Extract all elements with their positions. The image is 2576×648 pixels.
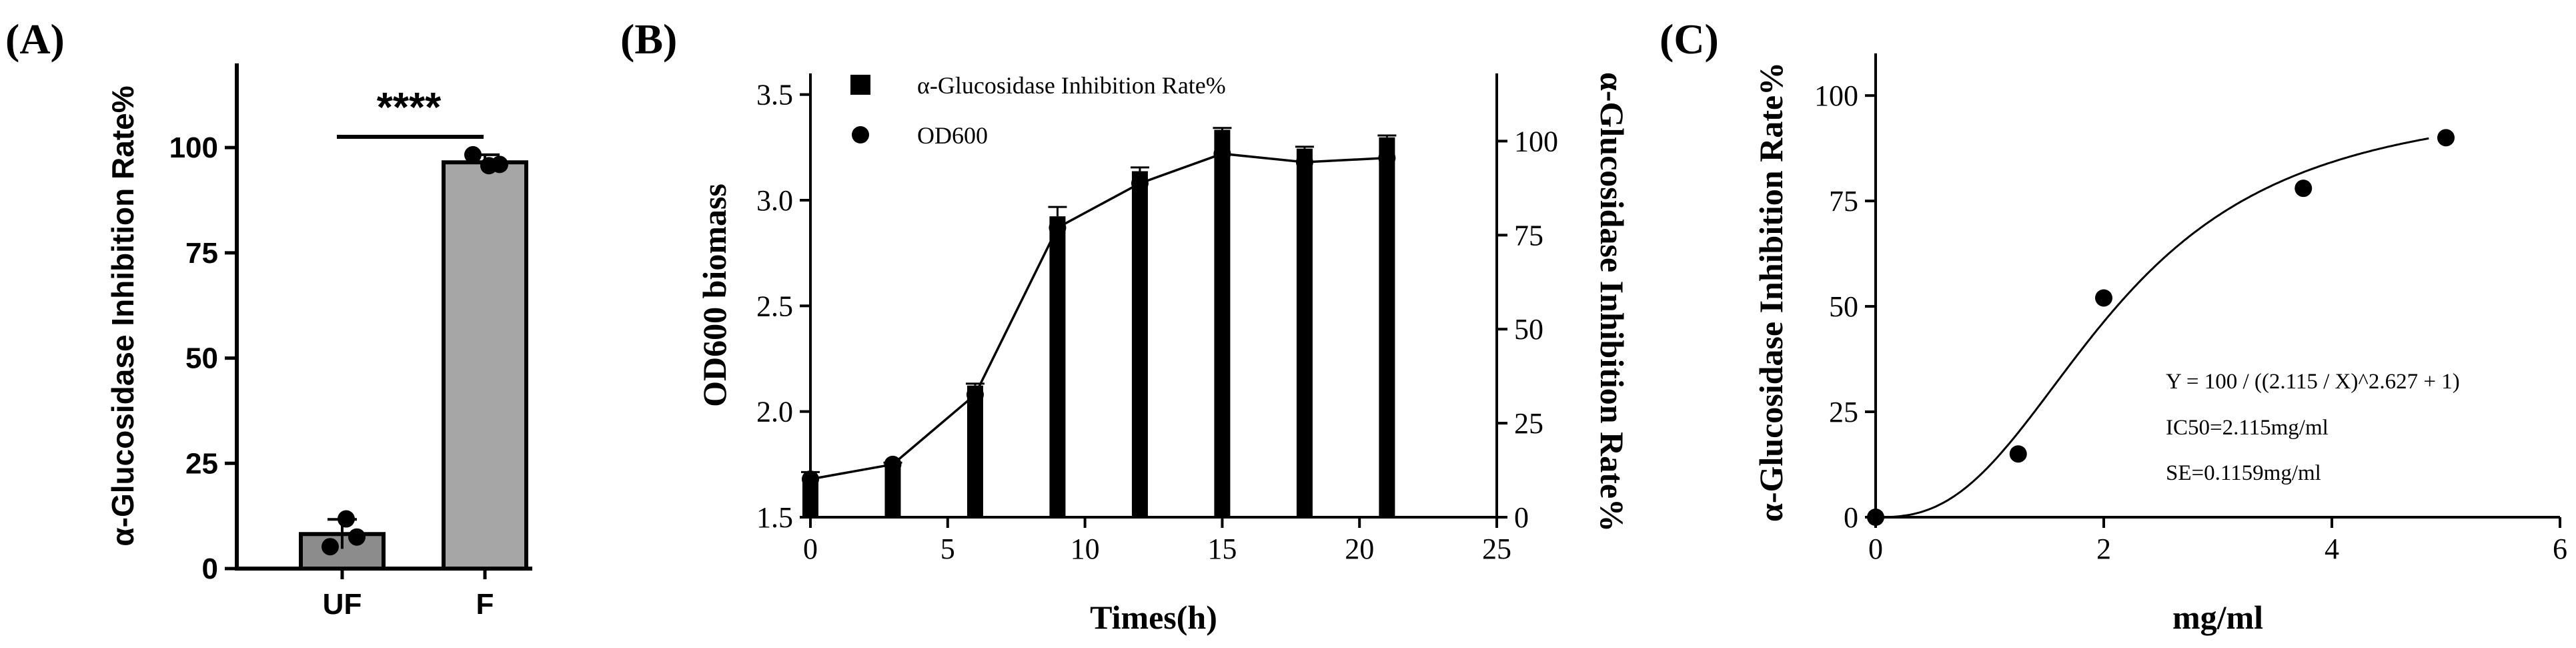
x-tick-label: UF <box>323 588 362 621</box>
legend-circle-marker <box>852 126 869 143</box>
od600-point <box>1131 174 1149 192</box>
panel-b-left-axis-title: OD600 biomass <box>696 184 733 407</box>
right-tick-label: 50 <box>1514 313 1543 346</box>
inhibition-bar <box>1049 216 1066 517</box>
annotation-line: IC50=2.115mg/ml <box>2166 416 2329 440</box>
panel-a-y-axis-title: α-Glucosidase Inhibition Rate% <box>105 85 140 546</box>
left-tick-label: 3.0 <box>756 184 793 217</box>
panel-b-axes <box>809 73 1498 519</box>
panel-b-legend: α-Glucosidase Inhibition Rate% OD600 <box>850 72 1226 149</box>
od600-point <box>1049 219 1067 237</box>
data-point <box>2295 180 2313 198</box>
annotation-line: Y = 100 / ((2.115 / X)^2.627 + 1) <box>2166 370 2460 394</box>
panel-c-dose-response: 0 25 50 75 100 0 2 4 6 Y = 100 / ((2.115 / X)^2… <box>1752 53 2567 636</box>
panel-b-bars <box>801 127 1397 518</box>
x-tick-label: 5 <box>940 533 955 565</box>
panel-a-replicate-points <box>321 145 508 556</box>
left-tick-label: 1.5 <box>756 501 793 534</box>
replicate-point-uf <box>338 510 355 528</box>
right-tick-label: 100 <box>1514 125 1558 157</box>
panel-b-x-axis-title: Times(h) <box>1090 599 1217 636</box>
replicate-point-f <box>491 155 508 174</box>
od600-point <box>966 386 984 404</box>
inhibition-bar <box>1296 148 1313 518</box>
inhibition-bar <box>1131 171 1148 518</box>
inhibition-bar <box>967 385 983 517</box>
x-tick-label: 25 <box>1482 533 1511 565</box>
od600-point <box>1213 145 1231 163</box>
x-tick-label: 2 <box>2096 533 2111 565</box>
y-tick-label: 75 <box>185 237 218 270</box>
panel-a-x-ticks: UF F <box>323 569 494 621</box>
fitted-curve <box>1876 137 2429 519</box>
data-point <box>2009 445 2027 463</box>
replicate-point-uf <box>321 538 339 556</box>
panel-c-data-points <box>1867 129 2455 526</box>
panel-b-right-ticks: 0 25 50 75 100 <box>1497 125 1558 534</box>
od600-polyline <box>810 152 1387 480</box>
panel-b-right-axis-title: α-Glucosidase Inhibition Rate% <box>1593 72 1631 532</box>
legend-label-od600: OD600 <box>917 122 988 149</box>
panel-c-axes <box>1874 53 2560 519</box>
panel-c-y-ticks: 0 25 50 75 100 <box>1814 79 1876 534</box>
panel-c-annotations: Y = 100 / ((2.115 / X)^2.627 + 1) IC50=2.… <box>2166 370 2460 485</box>
od600-point <box>1295 153 1313 171</box>
panel-label-c: (C) <box>1660 15 1719 63</box>
annotation-line: SE=0.1159mg/ml <box>2166 461 2321 485</box>
legend-square-marker <box>850 75 870 95</box>
x-tick-label: 6 <box>2553 533 2567 565</box>
x-tick-label: 15 <box>1207 533 1237 565</box>
y-tick-label: 25 <box>1829 396 1858 428</box>
x-tick-label: 10 <box>1071 533 1100 565</box>
right-tick-label: 75 <box>1514 219 1543 252</box>
x-tick-label: 0 <box>803 533 818 565</box>
y-tick-label: 0 <box>1844 501 1858 534</box>
inhibition-bar <box>884 464 901 517</box>
significance-stars: **** <box>377 85 442 131</box>
x-tick-label: 4 <box>2325 533 2339 565</box>
panel-c-x-axis-title: mg/ml <box>2172 599 2263 636</box>
od600-point <box>884 455 902 473</box>
y-tick-label: 25 <box>185 447 218 480</box>
panel-b-left-ticks: 1.5 2.0 2.5 3.0 3.5 <box>756 79 810 534</box>
data-point <box>2437 129 2455 147</box>
y-tick-label: 100 <box>1814 79 1858 112</box>
replicate-point-f <box>464 145 482 164</box>
left-tick-label: 3.5 <box>756 79 793 111</box>
right-tick-label: 25 <box>1514 407 1543 440</box>
od600-point <box>1378 149 1396 167</box>
y-tick-label: 75 <box>1829 185 1858 218</box>
y-tick-label: 50 <box>1829 290 1858 323</box>
left-tick-label: 2.5 <box>756 290 793 322</box>
panel-b-x-ticks: 0 5 10 15 20 25 <box>803 517 1511 565</box>
left-tick-label: 2.0 <box>756 396 793 428</box>
data-point <box>2095 289 2112 307</box>
y-tick-label: 50 <box>185 342 218 375</box>
legend-label-inhibition: α-Glucosidase Inhibition Rate% <box>917 72 1226 99</box>
x-tick-label: 0 <box>1868 533 1883 565</box>
bar-f <box>442 160 528 571</box>
right-tick-label: 0 <box>1514 501 1529 534</box>
panel-a-bar-chart: 0 25 50 75 100 UF F **** α-Glucosidase Inhibi… <box>105 63 532 621</box>
y-tick-label: 100 <box>169 131 218 164</box>
x-tick-label: 20 <box>1345 533 1374 565</box>
panel-c-x-ticks: 0 2 4 6 <box>1868 517 2567 565</box>
panel-a-bars <box>299 160 528 571</box>
replicate-point-uf <box>348 528 366 546</box>
panel-c-y-axis-title: α-Glucosidase Inhibition Rate% <box>1752 62 1790 522</box>
panel-label-a: (A) <box>5 15 65 63</box>
panel-b-od600-line <box>802 145 1396 488</box>
panel-a-y-ticks: 0 25 50 75 100 <box>169 131 237 585</box>
panel-label-b: (B) <box>620 15 677 63</box>
inhibition-bar <box>1214 129 1231 517</box>
inhibition-bar <box>1379 137 1395 518</box>
y-tick-label: 0 <box>202 553 218 585</box>
x-tick-label: F <box>476 588 494 621</box>
